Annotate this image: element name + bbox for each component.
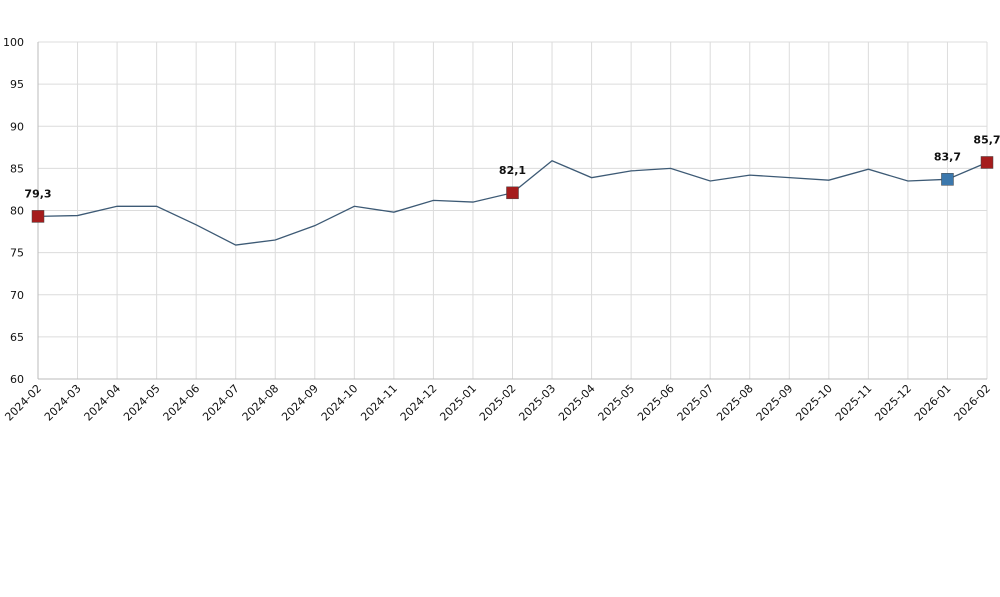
x-tick-label: 2024-11 bbox=[358, 382, 400, 424]
marker bbox=[941, 173, 954, 186]
x-tick-label: 2024-12 bbox=[398, 382, 440, 424]
y-tick-label: 100 bbox=[3, 36, 24, 49]
value-label: 85,7 bbox=[973, 133, 1000, 146]
value-label: 79,3 bbox=[24, 187, 51, 200]
x-tick-label: 2026-02 bbox=[951, 382, 993, 424]
marker bbox=[980, 156, 994, 169]
x-tick-label: 2024-03 bbox=[42, 382, 84, 424]
y-tick-label: 60 bbox=[10, 373, 24, 386]
x-tick-label: 2025-06 bbox=[635, 382, 677, 424]
x-tick-label: 2025-02 bbox=[477, 382, 519, 424]
x-tick-label: 2025-05 bbox=[596, 382, 638, 424]
marker bbox=[31, 210, 45, 223]
y-tick-label: 85 bbox=[10, 162, 24, 175]
y-tick-label: 65 bbox=[10, 331, 24, 344]
value-label: 82,1 bbox=[499, 164, 526, 177]
y-tick-label: 75 bbox=[10, 247, 24, 260]
y-tick-label: 90 bbox=[10, 120, 24, 133]
x-tick-label: 2025-03 bbox=[516, 382, 558, 424]
x-tick-label: 2025-11 bbox=[833, 382, 875, 424]
x-tick-label: 2026-01 bbox=[912, 382, 954, 424]
x-tick-label: 2024-05 bbox=[121, 382, 163, 424]
x-tick-label: 2024-10 bbox=[319, 382, 361, 424]
x-tick-label: 2024-07 bbox=[200, 382, 242, 424]
x-tick-label: 2024-02 bbox=[2, 382, 44, 424]
value-label: 83,7 bbox=[934, 150, 961, 163]
y-tick-label: 70 bbox=[10, 289, 24, 302]
x-tick-label: 2025-12 bbox=[872, 382, 914, 424]
marker bbox=[506, 186, 519, 200]
x-tick-label: 2024-09 bbox=[279, 382, 321, 424]
x-tick-label: 2024-06 bbox=[161, 382, 203, 424]
x-tick-label: 2025-10 bbox=[793, 382, 835, 424]
x-tick-label: 2025-01 bbox=[437, 382, 479, 424]
x-tick-label: 2025-09 bbox=[754, 382, 796, 424]
x-tick-label: 2025-08 bbox=[714, 382, 756, 424]
x-tick-label: 2025-04 bbox=[556, 382, 598, 424]
x-tick-label: 2025-07 bbox=[675, 382, 717, 424]
y-tick-label: 80 bbox=[10, 205, 24, 218]
x-tick-label: 2024-08 bbox=[240, 382, 282, 424]
y-tick-label: 95 bbox=[10, 78, 24, 91]
x-tick-label: 2024-04 bbox=[82, 382, 124, 424]
